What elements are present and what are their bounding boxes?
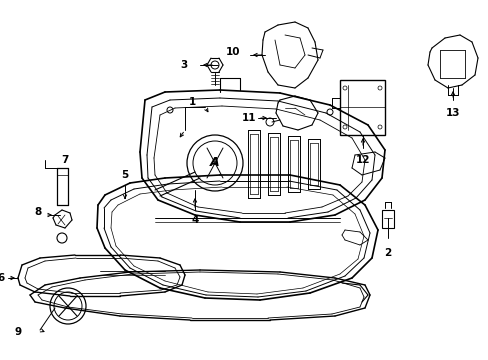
Text: 10: 10: [225, 47, 240, 57]
Text: 8: 8: [35, 207, 42, 217]
Text: 3: 3: [180, 60, 187, 70]
Text: 9: 9: [15, 327, 22, 337]
Text: 6: 6: [0, 273, 5, 283]
Text: 12: 12: [355, 155, 369, 165]
Text: A: A: [210, 157, 220, 170]
Text: 1: 1: [188, 97, 195, 107]
Text: 7: 7: [61, 155, 68, 165]
Bar: [381, 210, 393, 228]
Bar: [339, 80, 384, 135]
Text: 4: 4: [191, 215, 198, 225]
Text: 2: 2: [384, 248, 391, 258]
Text: 13: 13: [445, 108, 459, 118]
Text: 11: 11: [241, 113, 256, 123]
Text: 5: 5: [121, 170, 128, 180]
